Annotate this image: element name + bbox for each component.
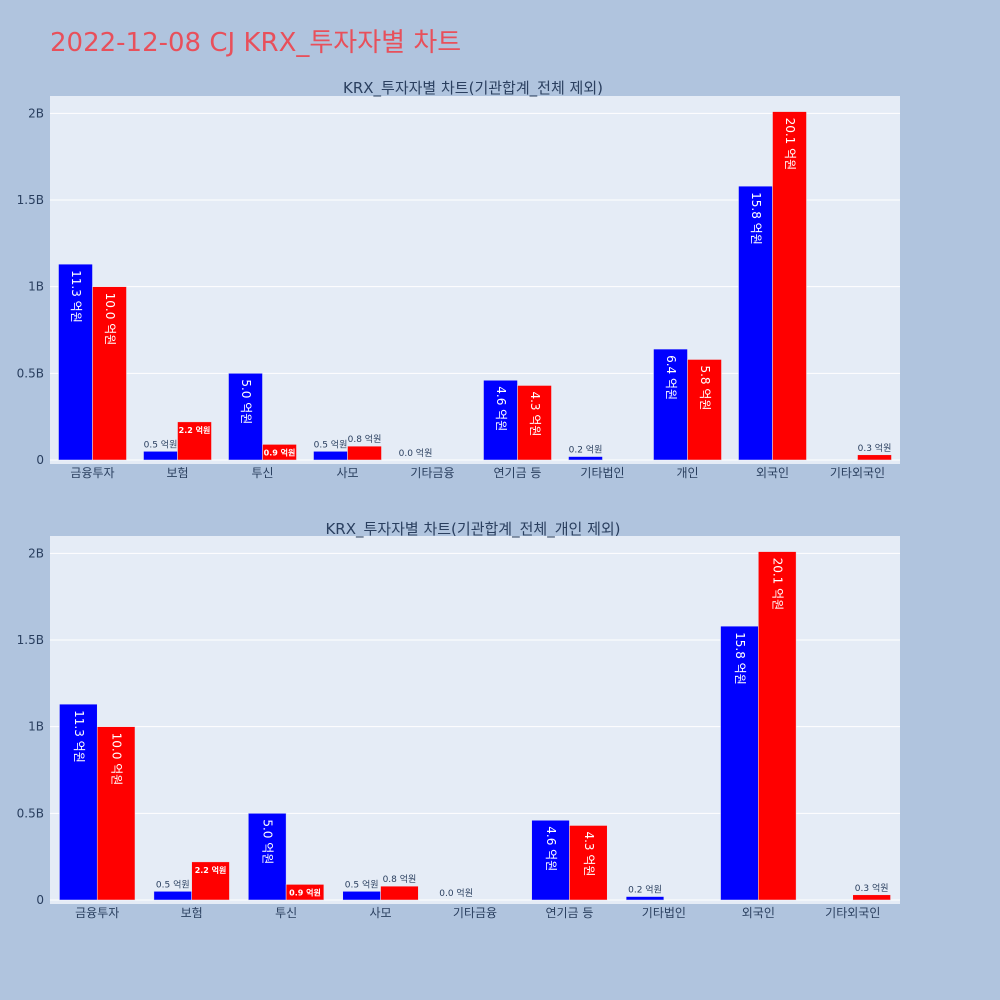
bar-series_a <box>653 348 688 461</box>
y-tick-label: 1.5B <box>17 633 44 647</box>
data-label: 0.3 억원 <box>858 442 892 454</box>
bar-series_b <box>262 444 297 461</box>
bar-series_b <box>687 359 722 461</box>
bar-series_b <box>96 726 136 901</box>
x-tick-label: 보험 <box>166 466 188 480</box>
bar-series_a <box>568 456 603 461</box>
x-tick-label: 금융투자 <box>70 466 114 480</box>
bar-series_b <box>347 445 382 461</box>
chart-title: KRX_투자자별 차트(기관합계_전체_개인 제외) <box>325 520 620 539</box>
bar-series_b <box>758 551 797 901</box>
y-tick-label: 0 <box>36 453 44 467</box>
bar-series_b <box>285 884 325 901</box>
data-label: 6.4 억원 <box>664 355 678 400</box>
bar-series_a <box>228 373 263 461</box>
data-label: 4.3 억원 <box>528 391 542 436</box>
data-label: 4.3 억원 <box>582 831 596 876</box>
x-tick-label: 보험 <box>181 906 203 920</box>
x-tick-label: 투신 <box>275 906 297 920</box>
data-label: 4.6 억원 <box>544 826 558 871</box>
bar-series_a <box>248 813 287 901</box>
bar-series_b <box>772 111 807 461</box>
bar-series_a <box>58 263 93 461</box>
data-label: 0.0 억원 <box>399 447 433 459</box>
x-tick-label: 사모 <box>370 906 392 920</box>
x-tick-label: 금융투자 <box>75 906 119 920</box>
y-tick-label: 1B <box>28 720 44 734</box>
chart-title: KRX_투자자별 차트(기관합계_전체 제외) <box>343 79 603 98</box>
x-tick-label: 연기금 등 <box>545 906 593 920</box>
y-tick-label: 0.5B <box>17 366 44 380</box>
y-tick-label: 2B <box>28 546 44 560</box>
data-label: 2.2 억원 <box>179 425 211 435</box>
bar-series_a <box>531 820 570 901</box>
bar-series_a <box>625 896 665 901</box>
data-label: 20.1 억원 <box>771 558 785 611</box>
bar-series_b <box>92 286 127 461</box>
data-label: 5.0 억원 <box>239 379 253 424</box>
data-label: 0.9 억원 <box>289 887 321 897</box>
data-label: 10.0 억원 <box>103 293 117 346</box>
data-label: 0.2 억원 <box>628 884 662 896</box>
data-label: 0.8 억원 <box>383 873 417 885</box>
y-tick-label: 1.5B <box>17 193 44 207</box>
x-tick-label: 기타금융 <box>453 906 497 920</box>
data-label: 2.2 억원 <box>195 865 227 875</box>
x-tick-label: 외국인 <box>756 466 789 480</box>
data-label: 0.0 억원 <box>439 887 473 899</box>
bar-series_a <box>153 891 192 901</box>
bar-series_b <box>569 825 608 901</box>
x-tick-label: 사모 <box>336 466 358 480</box>
y-tick-label: 0.5B <box>17 806 44 820</box>
bar-series_a <box>59 703 98 901</box>
bar-series_a <box>342 891 381 901</box>
y-tick-label: 2B <box>28 106 44 120</box>
bar-series_b <box>517 385 552 461</box>
bar-series_a <box>313 451 348 461</box>
page-title: 2022-12-08 CJ KRX_투자자별 차트 <box>50 28 462 58</box>
x-tick-label: 기타금융 <box>410 466 454 480</box>
data-label: 0.9 억원 <box>264 447 296 457</box>
chart-2: 0 0.5B 1B 1.5B 2B KRX_투자자별 차트(기관합계_전체_개인 제외) 금… <box>17 520 900 920</box>
x-tick-label: 투신 <box>251 466 273 480</box>
bar-series_b <box>191 861 230 901</box>
x-tick-label: 외국인 <box>742 906 775 920</box>
bar-series_b <box>852 894 891 901</box>
data-label: 0.2 억원 <box>569 444 603 456</box>
data-label: 0.5 억원 <box>314 438 348 450</box>
x-tick-label: 기타외국인 <box>830 466 885 480</box>
data-label: 0.8 억원 <box>348 433 382 445</box>
y-tick-label: 1B <box>28 280 44 294</box>
data-label: 0.5 억원 <box>345 878 379 890</box>
data-label: 5.8 억원 <box>698 365 712 410</box>
x-tick-label: 개인 <box>676 466 698 480</box>
data-label: 5.0 억원 <box>261 819 275 864</box>
data-label: 4.6 억원 <box>494 386 508 431</box>
bar-series_a <box>483 380 518 461</box>
data-label: 0.5 억원 <box>156 878 190 890</box>
bar-series_a <box>143 451 178 461</box>
data-label: 11.3 억원 <box>69 270 83 323</box>
data-label: 11.3 억원 <box>72 710 86 763</box>
y-tick-label: 0 <box>36 893 44 907</box>
bar-series_b <box>857 454 892 461</box>
x-tick-label: 기타외국인 <box>825 906 880 920</box>
data-label: 0.5 억원 <box>144 438 178 450</box>
bar-series_b <box>380 885 419 901</box>
x-tick-label: 연기금 등 <box>494 466 542 480</box>
data-label: 10.0 억원 <box>110 733 124 786</box>
x-tick-label: 기타법인 <box>580 466 624 480</box>
data-label: 0.3 억원 <box>855 882 889 894</box>
bar-series_a <box>738 185 773 461</box>
chart-1: 0 0.5B 1B 1.5B 2B KRX_투자자별 차트(기관합계_전체 제외) 금융투자… <box>17 79 900 480</box>
data-label: 15.8 억원 <box>749 192 763 245</box>
data-label: 15.8 억원 <box>733 632 747 685</box>
x-tick-label: 기타법인 <box>642 906 686 920</box>
bar-series_a <box>720 625 759 901</box>
bar-series_b <box>177 421 212 461</box>
data-label: 20.1 억원 <box>783 118 797 171</box>
